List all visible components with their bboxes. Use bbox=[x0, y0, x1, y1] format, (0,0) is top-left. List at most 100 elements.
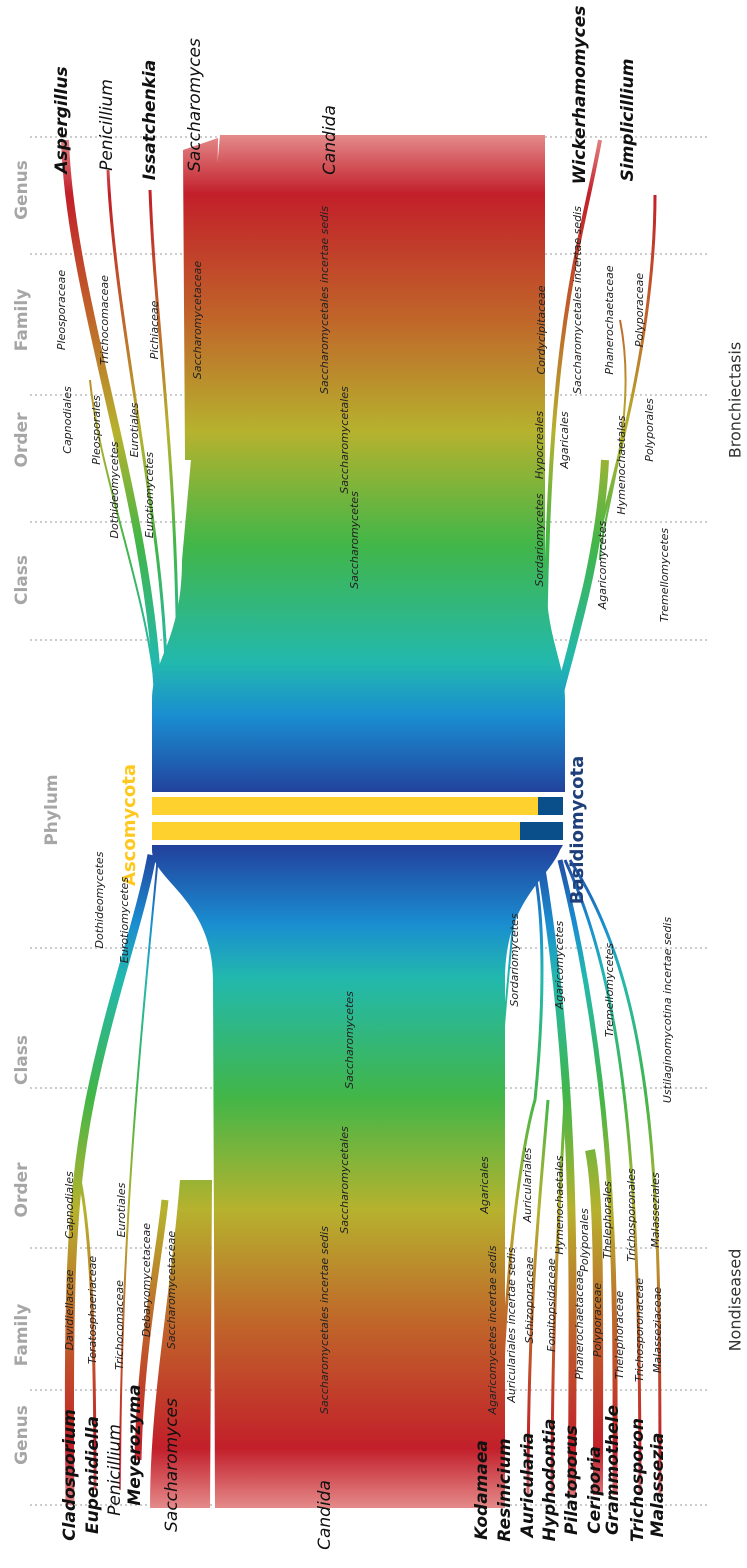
rank-label: Class bbox=[12, 555, 32, 605]
family-label: Saccharomycetales incertae sedis bbox=[318, 206, 331, 394]
family-label: Saccharomycetaceae bbox=[165, 1231, 178, 1349]
phylum-label: Ascomycota bbox=[119, 764, 140, 886]
order-label: Eurotiales bbox=[115, 1182, 128, 1237]
flow bbox=[64, 854, 157, 1506]
genus-label: Penicillium bbox=[97, 79, 117, 171]
class-label: Ustilaginomycotina incertae sedis bbox=[661, 917, 674, 1103]
family-label: Auriculariales incertae sedis bbox=[505, 1247, 518, 1403]
family-label: Phanerochaetaceae bbox=[573, 1270, 586, 1379]
class-label: Saccharomycetes bbox=[348, 491, 361, 589]
bar bbox=[538, 797, 563, 815]
genus-label: Aspergillus bbox=[52, 66, 72, 175]
order-label: Auriculariales bbox=[521, 1147, 534, 1223]
family-label: Fomitopsidaceae bbox=[545, 1258, 558, 1352]
family-label: Cordycipitaceae bbox=[535, 285, 548, 374]
flow bbox=[148, 189, 180, 701]
flow bbox=[134, 1199, 169, 1461]
class-label: Sordariomycetes bbox=[508, 913, 521, 1006]
class-label: Saccharomycetes bbox=[343, 991, 356, 1089]
family-label: Teratosphaeriaceae bbox=[86, 1256, 99, 1365]
order-label: Pleosporales bbox=[90, 395, 103, 465]
genus-label: Cladosporium bbox=[60, 1409, 80, 1541]
flow bbox=[568, 859, 662, 1496]
bar bbox=[520, 822, 563, 840]
order-label: Capnodiales bbox=[63, 1171, 76, 1239]
genus-label: Ceriporia bbox=[585, 1446, 605, 1534]
order-label: Polyporales bbox=[578, 1208, 591, 1272]
genus-label: Resinicium bbox=[495, 1438, 515, 1541]
genus-label: Penicillium bbox=[105, 1424, 125, 1516]
class-label: Tremellomycetes bbox=[658, 528, 671, 623]
flow bbox=[78, 1179, 97, 1491]
family-label: Davidiellaceae bbox=[63, 1269, 76, 1350]
group-label: Nondiseased bbox=[726, 1249, 745, 1352]
genus-label: Grammothele bbox=[603, 1405, 623, 1535]
order-label: Capnodiales bbox=[61, 386, 74, 454]
rank-label: Order bbox=[12, 1162, 32, 1218]
family-label: Trichocomaceae bbox=[113, 1280, 126, 1370]
rank-label: Family bbox=[12, 289, 32, 352]
genus-label: Saccharomyces bbox=[185, 38, 205, 172]
flow bbox=[481, 854, 521, 1496]
genus-label: Kodamaea bbox=[472, 1440, 492, 1540]
rank-label: Order bbox=[12, 412, 32, 468]
saccharomyces-flow bbox=[150, 1180, 212, 1508]
genus-label: Hyphodontia bbox=[540, 1419, 560, 1542]
flow bbox=[106, 169, 168, 701]
saccharomyces-flow bbox=[183, 138, 218, 460]
genus-label: Simplicillium bbox=[618, 59, 638, 182]
candida-flow bbox=[152, 135, 565, 792]
order-label: Hymenochaetales bbox=[553, 1155, 566, 1254]
class-label: Agaricomycetes bbox=[553, 921, 566, 1011]
order-label: Saccharomycetales bbox=[338, 1126, 351, 1234]
rank-label: Genus bbox=[12, 1405, 32, 1465]
rank-label: Class bbox=[12, 1035, 32, 1085]
family-label: Malasseziaceae bbox=[651, 1287, 664, 1373]
genus-label: Pilatoporus bbox=[562, 1425, 582, 1535]
flow bbox=[543, 139, 602, 701]
flow bbox=[89, 379, 157, 701]
rank-label: Genus bbox=[12, 160, 32, 220]
labels: Genus Family Order Class Class Order Family Gen… bbox=[12, 6, 745, 1550]
family-label: Saccharomycetales incertae sedis bbox=[571, 206, 584, 394]
family-label: Polyporaceae bbox=[591, 1283, 604, 1357]
genus-label: Meyerozyma bbox=[125, 1384, 145, 1505]
family-label: Schizoporaceae bbox=[523, 1256, 536, 1343]
order-label: Agaricales bbox=[558, 411, 571, 469]
family-label: Saccharomycetaceae bbox=[191, 261, 204, 379]
class-label: Eurotiomycetes bbox=[143, 452, 156, 538]
class-label: Sordariomycetes bbox=[533, 493, 546, 586]
genus-label: Wickerhamomyces bbox=[570, 6, 590, 185]
phylum-bars bbox=[152, 797, 563, 840]
family-label: Debaryomycetaceae bbox=[140, 1223, 153, 1337]
genus-label: Candida bbox=[315, 1480, 335, 1550]
flow bbox=[119, 854, 159, 1491]
flow bbox=[550, 1099, 567, 1496]
order-label: Saccharomycetales bbox=[338, 386, 351, 494]
family-label: Polyporaceae bbox=[633, 273, 646, 347]
family-label: Pichiaceae bbox=[148, 300, 161, 359]
class-label: Agaricomycetes bbox=[596, 521, 609, 611]
genus-label: Issatchenkia bbox=[140, 60, 160, 181]
class-label: Dothideomycetes bbox=[93, 851, 106, 948]
class-label: Tremellomycetes bbox=[603, 943, 616, 1038]
flow bbox=[526, 1099, 550, 1496]
class-label: Eurotiomycetes bbox=[118, 877, 131, 963]
family-label: Thelephoraceae bbox=[613, 1290, 626, 1379]
family-label: Phanerochaetaceae bbox=[603, 265, 616, 374]
genus-label: Trichosporon bbox=[628, 1418, 648, 1542]
order-label: Agaricales bbox=[478, 1156, 491, 1214]
order-label: Thelephorales bbox=[601, 1181, 614, 1259]
flows-bronchiectasis bbox=[61, 135, 657, 792]
flow bbox=[61, 139, 162, 701]
bar bbox=[152, 797, 538, 815]
rank-label: Family bbox=[12, 1304, 32, 1367]
family-label: Pleosporaceae bbox=[55, 270, 68, 350]
order-label: Hymenochaetales bbox=[615, 415, 628, 514]
genus-label: Saccharomyces bbox=[162, 1398, 182, 1532]
bar bbox=[152, 822, 520, 840]
flow bbox=[536, 859, 577, 1496]
genus-label: Candida bbox=[320, 105, 340, 175]
flow bbox=[599, 319, 627, 561]
